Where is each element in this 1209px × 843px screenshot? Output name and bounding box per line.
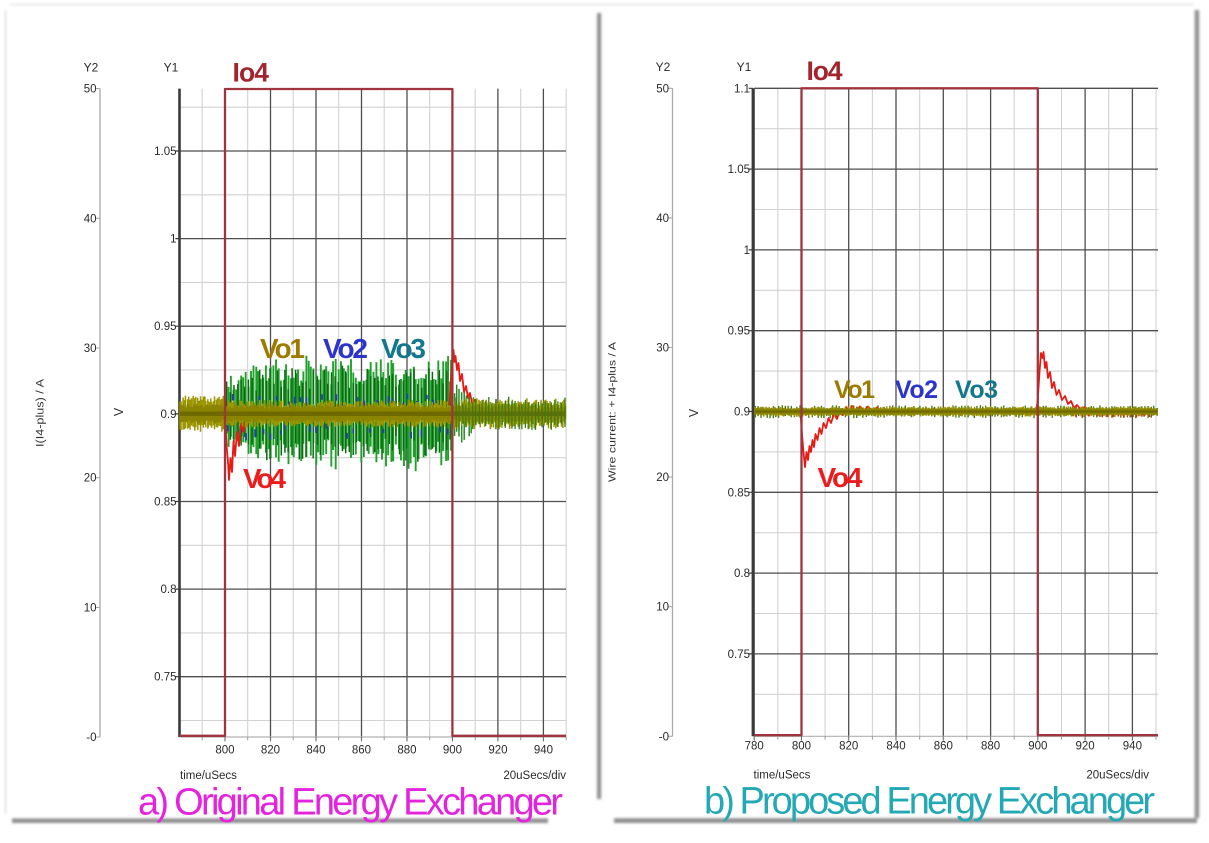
svg-text:1.05: 1.05 xyxy=(154,146,176,158)
svg-text:0.9: 0.9 xyxy=(734,407,750,419)
svg-text:V: V xyxy=(687,408,701,417)
svg-text:0.85: 0.85 xyxy=(154,497,176,509)
svg-text:0.75: 0.75 xyxy=(728,649,750,661)
svg-text:V: V xyxy=(112,407,126,416)
svg-text:900: 900 xyxy=(1028,741,1047,753)
svg-text:-0: -0 xyxy=(86,732,96,744)
svg-text:920: 920 xyxy=(1076,741,1095,753)
svg-text:50: 50 xyxy=(656,83,669,95)
svg-text:780: 780 xyxy=(745,741,764,753)
svg-text:0.8: 0.8 xyxy=(734,568,750,580)
svg-text:b) Proposed Energy Exchanger: b) Proposed Energy Exchanger xyxy=(704,781,1155,823)
svg-text:a) Original Energy Exchanger: a) Original Energy Exchanger xyxy=(138,782,563,824)
svg-text:time/uSecs: time/uSecs xyxy=(180,770,237,782)
svg-text:-0: -0 xyxy=(659,731,669,743)
svg-text:Vo1: Vo1 xyxy=(834,376,875,404)
svg-text:880: 880 xyxy=(981,741,1000,753)
svg-text:Io4: Io4 xyxy=(233,58,270,88)
svg-text:940: 940 xyxy=(1123,741,1142,753)
svg-text:940: 940 xyxy=(534,745,553,757)
svg-text:840: 840 xyxy=(306,745,325,757)
svg-text:Vo4: Vo4 xyxy=(818,462,863,493)
svg-text:20uSecs/div: 20uSecs/div xyxy=(1086,770,1149,782)
svg-text:50: 50 xyxy=(84,84,97,96)
svg-text:Y1: Y1 xyxy=(737,60,752,74)
svg-text:Vo4: Vo4 xyxy=(243,463,286,494)
svg-text:30: 30 xyxy=(656,343,669,355)
svg-text:Io4: Io4 xyxy=(807,56,843,86)
svg-text:20: 20 xyxy=(84,473,97,485)
svg-text:0.95: 0.95 xyxy=(728,326,750,338)
svg-text:Vo3: Vo3 xyxy=(955,376,998,404)
svg-text:Vo2: Vo2 xyxy=(323,333,368,364)
svg-text:1: 1 xyxy=(170,234,176,246)
svg-text:820: 820 xyxy=(261,745,280,757)
svg-text:1.1: 1.1 xyxy=(734,83,750,95)
svg-text:Vo2: Vo2 xyxy=(895,376,938,404)
svg-text:820: 820 xyxy=(839,741,858,753)
svg-text:860: 860 xyxy=(934,741,953,753)
svg-text:Y2: Y2 xyxy=(656,60,671,74)
svg-text:1: 1 xyxy=(744,245,750,257)
svg-text:860: 860 xyxy=(352,745,371,757)
svg-text:10: 10 xyxy=(656,602,669,614)
svg-text:800: 800 xyxy=(792,741,811,753)
svg-text:I(I4-plus) / A: I(I4-plus) / A xyxy=(35,378,47,447)
svg-text:0.8: 0.8 xyxy=(161,584,177,596)
svg-text:0.9: 0.9 xyxy=(161,409,177,421)
svg-text:Vo1: Vo1 xyxy=(260,333,305,364)
svg-text:30: 30 xyxy=(84,343,97,355)
svg-text:920: 920 xyxy=(488,745,507,757)
svg-text:0.85: 0.85 xyxy=(728,487,750,499)
svg-text:Vo3: Vo3 xyxy=(381,333,426,364)
svg-text:840: 840 xyxy=(886,741,905,753)
svg-text:20uSecs/div: 20uSecs/div xyxy=(503,770,566,782)
svg-text:20: 20 xyxy=(656,472,669,484)
svg-text:40: 40 xyxy=(656,213,669,225)
svg-text:800: 800 xyxy=(215,745,234,757)
svg-text:900: 900 xyxy=(443,745,462,757)
svg-text:Y1: Y1 xyxy=(164,61,179,75)
svg-text:40: 40 xyxy=(84,213,97,225)
svg-text:0.95: 0.95 xyxy=(154,321,176,333)
svg-text:time/uSecs: time/uSecs xyxy=(754,770,811,782)
svg-text:880: 880 xyxy=(397,745,416,757)
svg-text:1.05: 1.05 xyxy=(728,164,750,176)
svg-text:Y2: Y2 xyxy=(84,61,99,75)
svg-text:10: 10 xyxy=(84,602,97,614)
svg-text:0.75: 0.75 xyxy=(154,672,176,684)
svg-text:Wire current: + I4-plus / A: Wire current: + I4-plus / A xyxy=(607,342,619,482)
